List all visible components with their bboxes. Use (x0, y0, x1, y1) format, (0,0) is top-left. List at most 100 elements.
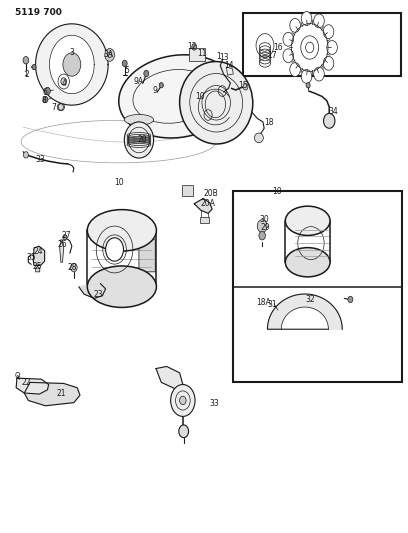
Circle shape (192, 44, 197, 50)
Bar (233, 191, 402, 382)
Text: 7: 7 (51, 102, 56, 111)
Text: 4: 4 (61, 78, 66, 87)
Circle shape (323, 56, 334, 70)
Text: 35: 35 (26, 254, 36, 262)
Circle shape (301, 12, 312, 26)
Text: 8: 8 (42, 96, 47, 105)
Polygon shape (33, 246, 44, 265)
Circle shape (24, 152, 28, 158)
Text: 20A: 20A (201, 199, 215, 208)
Circle shape (283, 33, 293, 46)
Polygon shape (24, 382, 80, 406)
Text: 15: 15 (238, 81, 247, 90)
Circle shape (301, 69, 312, 83)
Ellipse shape (119, 55, 236, 138)
Text: 21: 21 (56, 389, 66, 398)
Ellipse shape (57, 103, 64, 111)
Circle shape (348, 296, 353, 303)
Bar (188, 48, 205, 61)
Circle shape (43, 96, 48, 103)
Polygon shape (267, 294, 342, 329)
Ellipse shape (285, 248, 330, 277)
Text: 25: 25 (33, 262, 42, 271)
Circle shape (144, 70, 149, 77)
Text: 13: 13 (219, 53, 228, 61)
Circle shape (106, 238, 124, 261)
Text: 28: 28 (67, 263, 77, 272)
Polygon shape (79, 284, 106, 298)
Circle shape (314, 67, 324, 81)
Text: 22: 22 (21, 378, 31, 387)
Bar (182, 184, 193, 196)
Circle shape (61, 78, 67, 85)
Text: 18: 18 (264, 118, 274, 127)
Bar (243, 13, 401, 76)
Text: 14: 14 (224, 61, 234, 70)
Text: 32: 32 (306, 295, 315, 304)
Text: 9: 9 (153, 85, 157, 94)
Polygon shape (35, 24, 108, 105)
Text: 30: 30 (260, 215, 269, 224)
Ellipse shape (255, 133, 264, 143)
Polygon shape (35, 266, 40, 272)
Ellipse shape (285, 206, 330, 236)
Circle shape (179, 425, 188, 438)
Text: 10: 10 (114, 178, 124, 187)
Circle shape (257, 220, 267, 232)
Ellipse shape (87, 209, 156, 251)
Text: 24: 24 (34, 247, 43, 256)
Ellipse shape (180, 61, 253, 144)
Polygon shape (194, 198, 212, 213)
Circle shape (32, 64, 36, 70)
Text: 12: 12 (187, 42, 197, 51)
Circle shape (63, 53, 81, 76)
Polygon shape (220, 60, 231, 92)
Text: 18A: 18A (256, 298, 271, 307)
Text: 31: 31 (268, 300, 277, 309)
Polygon shape (16, 378, 49, 394)
Circle shape (243, 84, 248, 90)
Circle shape (44, 87, 50, 95)
Circle shape (159, 83, 163, 88)
Text: 20B: 20B (204, 189, 219, 198)
Circle shape (283, 49, 293, 62)
Circle shape (259, 231, 265, 240)
Circle shape (290, 19, 300, 33)
Ellipse shape (87, 266, 156, 308)
Text: 20: 20 (137, 135, 147, 144)
Text: 6: 6 (43, 87, 48, 96)
Text: 5119 700: 5119 700 (15, 8, 62, 17)
Text: 34: 34 (328, 107, 338, 116)
Text: 17: 17 (268, 52, 277, 60)
Text: 3: 3 (69, 49, 74, 57)
Polygon shape (60, 240, 64, 262)
Text: 29: 29 (261, 223, 271, 232)
Circle shape (122, 60, 127, 67)
Text: 33: 33 (35, 155, 45, 164)
Circle shape (171, 384, 195, 416)
Text: 26: 26 (58, 240, 67, 249)
Text: 10: 10 (195, 92, 205, 101)
Text: 9A: 9A (134, 77, 144, 86)
Text: 5: 5 (124, 67, 129, 75)
Text: 27: 27 (62, 231, 71, 240)
Circle shape (327, 41, 337, 54)
Text: 1: 1 (216, 52, 221, 61)
Text: 2: 2 (25, 70, 29, 78)
Circle shape (23, 56, 29, 64)
Circle shape (71, 263, 77, 272)
Circle shape (323, 25, 334, 38)
Ellipse shape (124, 115, 153, 125)
Polygon shape (49, 35, 94, 94)
Text: 10: 10 (273, 187, 282, 196)
Polygon shape (156, 367, 183, 390)
Ellipse shape (124, 122, 153, 158)
Polygon shape (139, 236, 155, 272)
Circle shape (306, 83, 310, 88)
Circle shape (63, 235, 67, 240)
Circle shape (180, 396, 186, 405)
Circle shape (324, 114, 335, 128)
Text: 23: 23 (93, 289, 103, 298)
Circle shape (290, 63, 300, 76)
Bar (200, 216, 209, 223)
